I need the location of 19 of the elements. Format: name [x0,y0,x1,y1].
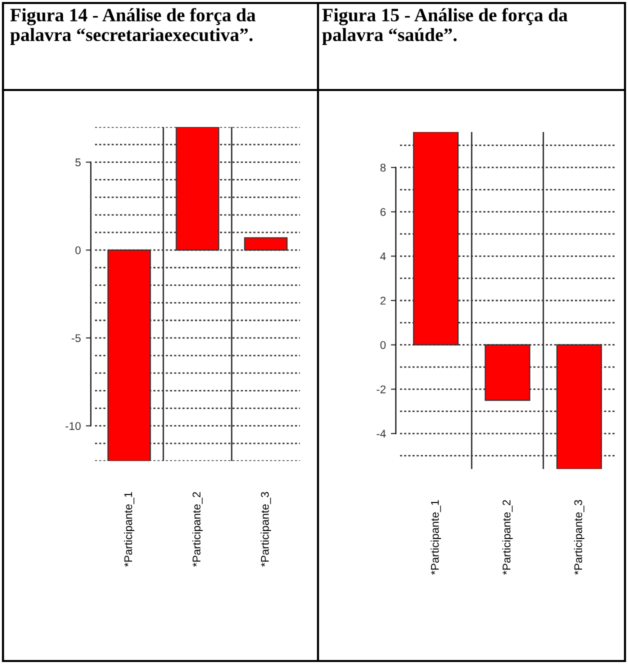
y-tick-label: 0 [380,341,386,349]
y-tick-label: 2 [380,296,386,305]
y-tick-label: -5 [72,334,81,342]
chart-title: Figura 14 - Análise de força da palavra “secretariaexecutiva”. [10,8,256,45]
x-tick-label: *Participante_3 [574,500,584,575]
y-tick-label: 5 [75,158,81,166]
x-tick-label: *Participante_2 [192,492,203,567]
y-tick-label: 8 [380,164,386,172]
y-tick-label: 4 [380,252,386,260]
x-tick-label: *Participante_1 [430,500,442,575]
chart-title: Figura 15 - Análise de força da palavra “saúde”. [322,8,568,45]
y-tick-label: -10 [66,422,81,430]
y-tick-label: 0 [75,246,81,254]
y-tick-label: -2 [376,385,386,394]
x-tick-label: *Participante_2 [502,500,513,575]
y-tick-label: 6 [380,208,386,216]
y-tick-label: -4 [376,430,386,438]
x-tick-label: *Participante_1 [124,492,134,567]
x-tick-label: *Participante_3 [260,492,272,567]
